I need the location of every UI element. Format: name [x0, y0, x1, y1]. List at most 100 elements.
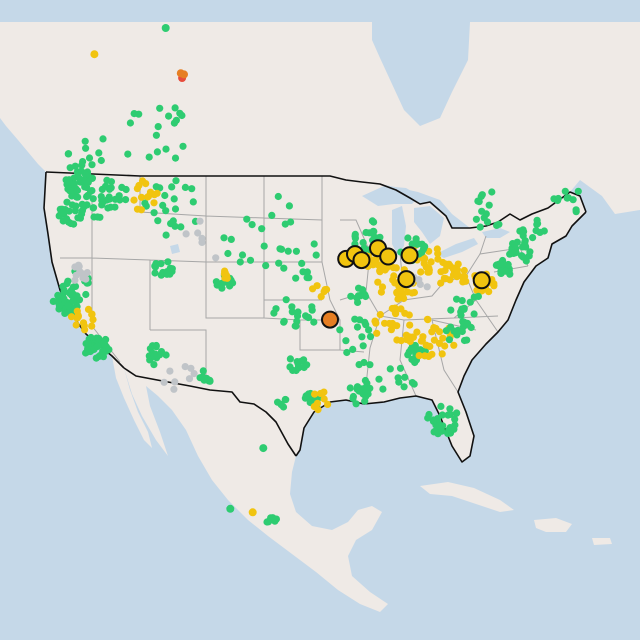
site-marker-good[interactable]: [162, 145, 170, 153]
site-marker-good[interactable]: [152, 131, 160, 139]
site-marker-good[interactable]: [73, 292, 81, 300]
site-marker-good[interactable]: [488, 188, 496, 196]
site-marker-good[interactable]: [408, 355, 416, 364]
site-marker-good[interactable]: [563, 194, 571, 202]
site-marker-good[interactable]: [429, 416, 437, 424]
site-marker-good[interactable]: [460, 336, 469, 345]
site-marker-moderate[interactable]: [72, 321, 80, 329]
site-marker-good[interactable]: [213, 281, 221, 289]
site-marker-no-data[interactable]: [415, 276, 423, 284]
site-marker-good[interactable]: [308, 303, 316, 311]
site-marker-good[interactable]: [355, 361, 363, 369]
site-marker-moderate[interactable]: [417, 268, 425, 276]
site-marker-good[interactable]: [355, 387, 363, 395]
site-marker-good[interactable]: [154, 217, 162, 225]
site-marker-good[interactable]: [199, 367, 207, 375]
site-marker-good[interactable]: [466, 298, 474, 306]
site-marker-good[interactable]: [226, 504, 235, 513]
site-marker-moderate[interactable]: [442, 260, 450, 268]
site-marker-good[interactable]: [71, 162, 79, 170]
site-marker-good[interactable]: [460, 305, 468, 313]
site-marker-good[interactable]: [294, 308, 302, 316]
site-marker-no-data[interactable]: [423, 283, 431, 291]
site-marker-good[interactable]: [408, 379, 416, 387]
site-marker-moderate[interactable]: [427, 258, 435, 266]
site-marker-moderate[interactable]: [441, 266, 449, 274]
site-marker-good[interactable]: [152, 183, 160, 191]
site-marker-moderate[interactable]: [391, 304, 399, 312]
site-marker-moderate[interactable]: [430, 336, 438, 344]
site-marker-good[interactable]: [285, 202, 293, 210]
site-marker-moderate[interactable]: [81, 326, 89, 334]
site-marker-moderate[interactable]: [460, 266, 468, 275]
site-marker-good[interactable]: [103, 196, 111, 204]
site-marker-moderate[interactable]: [90, 50, 99, 59]
site-marker-good[interactable]: [511, 240, 519, 249]
site-marker-good[interactable]: [73, 193, 81, 201]
site-marker-moderate[interactable]: [441, 342, 449, 350]
site-marker-unhealthy-sensitive[interactable]: [180, 70, 188, 79]
site-marker-good[interactable]: [168, 183, 176, 191]
site-marker-moderate[interactable]: [391, 279, 399, 287]
site-marker-good[interactable]: [124, 150, 132, 158]
site-marker-good[interactable]: [99, 135, 107, 143]
site-marker-good[interactable]: [572, 208, 580, 216]
site-marker-moderate[interactable]: [371, 317, 379, 325]
site-marker-good[interactable]: [349, 345, 357, 353]
site-marker-no-data[interactable]: [185, 375, 194, 383]
site-marker-good[interactable]: [181, 183, 189, 191]
site-marker-good[interactable]: [312, 251, 320, 259]
site-marker-good[interactable]: [78, 161, 86, 169]
site-marker-no-data[interactable]: [171, 378, 179, 386]
site-marker-good[interactable]: [459, 323, 468, 331]
site-marker-moderate[interactable]: [381, 319, 389, 327]
site-marker-moderate[interactable]: [248, 508, 257, 517]
site-marker-moderate[interactable]: [374, 278, 382, 286]
site-marker-good[interactable]: [149, 342, 157, 350]
site-marker-good[interactable]: [310, 240, 318, 248]
site-marker-good[interactable]: [153, 148, 161, 156]
highlight-marker-unhealthy-sensitive[interactable]: [321, 310, 339, 329]
site-marker-good[interactable]: [483, 218, 492, 226]
site-marker-good[interactable]: [95, 149, 103, 157]
site-marker-good[interactable]: [150, 361, 158, 369]
site-marker-good[interactable]: [280, 264, 288, 272]
site-marker-moderate[interactable]: [439, 334, 447, 342]
site-marker-good[interactable]: [97, 156, 105, 165]
site-marker-good[interactable]: [178, 111, 186, 120]
site-marker-good[interactable]: [172, 177, 180, 185]
site-marker-no-data[interactable]: [196, 217, 204, 225]
site-marker-moderate[interactable]: [435, 328, 444, 336]
site-marker-good[interactable]: [171, 222, 179, 230]
site-marker-good[interactable]: [227, 235, 235, 243]
site-marker-moderate[interactable]: [320, 395, 328, 403]
site-marker-moderate[interactable]: [485, 288, 493, 296]
site-marker-good[interactable]: [265, 517, 273, 526]
site-marker-good[interactable]: [270, 309, 278, 317]
site-marker-good[interactable]: [171, 154, 180, 162]
site-marker-no-data[interactable]: [79, 274, 87, 282]
site-marker-good[interactable]: [435, 422, 443, 430]
site-marker-good[interactable]: [355, 284, 363, 292]
site-marker-good[interactable]: [453, 409, 461, 417]
site-marker-moderate[interactable]: [423, 315, 432, 323]
site-marker-moderate[interactable]: [446, 276, 454, 284]
site-marker-good[interactable]: [126, 119, 134, 127]
site-marker-good[interactable]: [400, 383, 408, 391]
site-marker-good[interactable]: [347, 292, 355, 300]
site-marker-good[interactable]: [95, 334, 103, 343]
site-marker-good[interactable]: [161, 24, 170, 32]
site-marker-no-data[interactable]: [194, 229, 202, 237]
site-marker-no-data[interactable]: [182, 230, 190, 238]
site-marker-good[interactable]: [85, 154, 94, 162]
site-marker-good[interactable]: [161, 191, 169, 200]
site-marker-good[interactable]: [165, 112, 173, 120]
site-marker-good[interactable]: [90, 213, 98, 221]
site-marker-good[interactable]: [569, 196, 577, 204]
site-marker-good[interactable]: [98, 201, 106, 209]
site-marker-good[interactable]: [64, 302, 72, 310]
site-marker-good[interactable]: [478, 191, 486, 199]
site-marker-good[interactable]: [164, 258, 172, 266]
site-marker-good[interactable]: [281, 395, 289, 404]
site-marker-good[interactable]: [280, 317, 288, 325]
